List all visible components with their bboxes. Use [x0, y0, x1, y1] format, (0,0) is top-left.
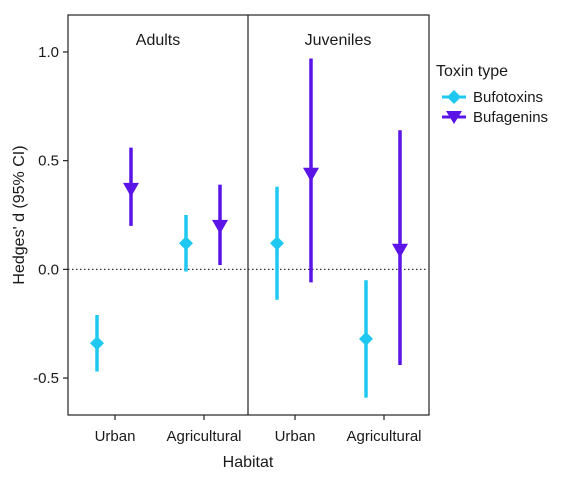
- x-tick-label-agricultural: Agricultural: [346, 428, 421, 445]
- point-juveniles-urban-bufagenins: [303, 167, 319, 182]
- x-tick-label-urban: Urban: [95, 428, 136, 445]
- legend-label-bufagenins: Bufagenins: [473, 109, 548, 126]
- panel-label-adults: Adults: [136, 32, 180, 49]
- legend-label-bufotoxins: Bufotoxins: [473, 89, 543, 106]
- y-tick-label: 0.5: [38, 153, 59, 170]
- legend-key-marker-bufagenins: [446, 111, 462, 124]
- point-juveniles-agricultural-bufagenins: [392, 243, 408, 258]
- point-juveniles-urban-bufotoxins: [270, 236, 284, 251]
- point-adults-agricultural-bufagenins: [212, 219, 228, 234]
- point-adults-urban-bufagenins: [123, 182, 139, 197]
- data-marks: [68, 58, 428, 398]
- x-tick-label-agricultural: Agricultural: [166, 428, 241, 445]
- point-adults-urban-bufotoxins: [90, 336, 104, 351]
- point-juveniles-agricultural-bufotoxins: [359, 331, 373, 346]
- y-axis-title: Hedges' d (95% CI): [11, 145, 28, 284]
- point-adults-agricultural-bufotoxins: [179, 236, 193, 251]
- legend: Toxin type Bufotoxins Bufagenins: [436, 63, 548, 126]
- panel-label-juveniles: Juveniles: [305, 32, 372, 49]
- legend-key-marker-bufotoxins: [447, 90, 461, 104]
- x-tick-label-urban: Urban: [275, 428, 316, 445]
- y-tick-label: 1.0: [38, 44, 59, 61]
- axis-ticks: -0.5 0.0 0.5 1.0 Urban Agricultural Urban Agric…: [33, 44, 421, 445]
- y-tick-label: 0.0: [38, 261, 59, 278]
- x-axis-title: Habitat: [223, 454, 274, 471]
- legend-title: Toxin type: [436, 63, 508, 80]
- y-tick-label: -0.5: [33, 370, 59, 387]
